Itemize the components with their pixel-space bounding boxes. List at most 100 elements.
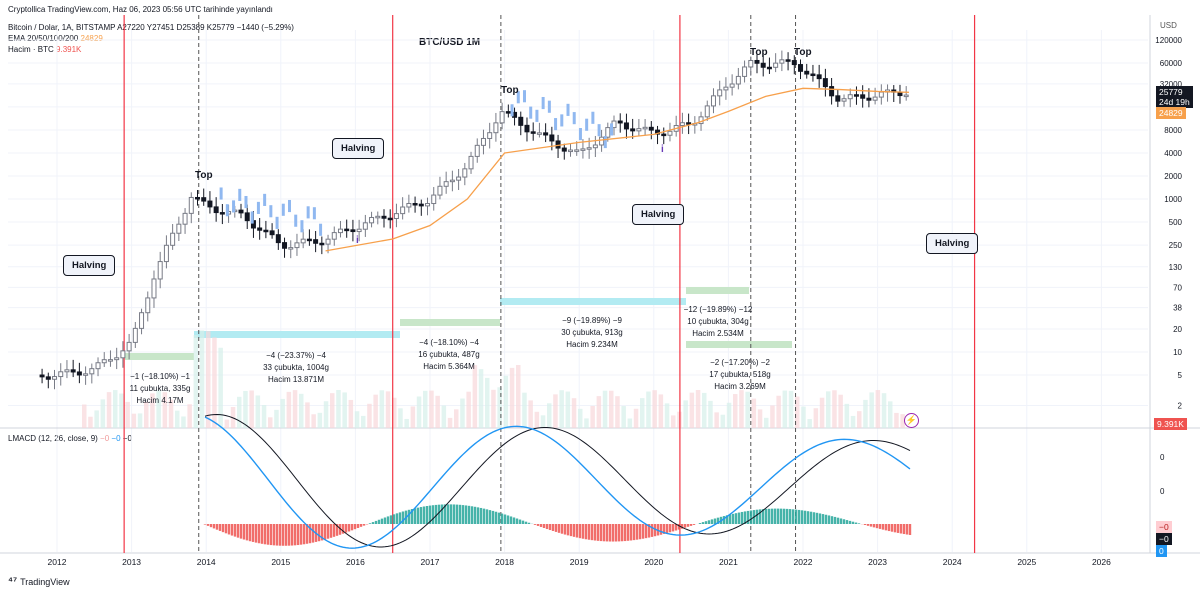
- volume-bar: [857, 411, 862, 428]
- macd-histogram-bar: [662, 524, 666, 534]
- macd-histogram-bar: [674, 524, 678, 531]
- projection-candle: [541, 96, 545, 110]
- macd-histogram-bar: [311, 524, 315, 543]
- volume-bar: [243, 390, 248, 428]
- top-label-2: Top: [501, 85, 519, 96]
- macd-badge-2: −0: [1156, 533, 1172, 545]
- candle: [356, 228, 362, 233]
- macd-histogram-bar: [896, 524, 900, 533]
- candle: [406, 203, 412, 208]
- volume-bar: [596, 396, 602, 428]
- candle: [524, 124, 530, 133]
- candle: [810, 73, 816, 77]
- lightning-icon[interactable]: ⚡: [904, 413, 919, 428]
- macd-badge-3: 0: [1156, 545, 1167, 557]
- range-stat-2: −4 (−23.37%) −4 33 çubukta, 1004g Hacim …: [263, 350, 329, 386]
- candle: [661, 133, 667, 137]
- range-stat-5-line3: Hacim 2.534M: [692, 329, 744, 338]
- volume-bar: [664, 403, 670, 428]
- candle: [449, 179, 455, 183]
- macd-histogram-bar: [269, 524, 273, 546]
- projection-candle: [238, 188, 242, 201]
- candle: [375, 215, 381, 219]
- currency-label: USD: [1160, 21, 1177, 30]
- volume-bar: [813, 408, 819, 428]
- macd-histogram-bar: [245, 524, 249, 541]
- candle: [369, 216, 375, 224]
- macd-histogram-bar: [701, 522, 705, 524]
- volume-bar: [832, 390, 837, 428]
- macd-histogram-bar: [230, 524, 234, 536]
- macd-histogram-bar: [599, 524, 603, 542]
- macd-histogram-bar: [431, 505, 435, 524]
- candle: [667, 130, 673, 136]
- volume-value: 9.391K: [56, 45, 82, 54]
- macd-histogram-bar: [575, 524, 579, 538]
- volume-bar: [156, 390, 161, 428]
- candle: [157, 261, 163, 280]
- volume-bar: [423, 390, 428, 428]
- y-axis: 1200006000032000160008000400020001000500…: [1155, 36, 1182, 496]
- macd-histogram-bar: [830, 516, 834, 524]
- projection-candle: [522, 90, 526, 103]
- macd-histogram-bar: [815, 512, 819, 524]
- range-stat-4-line1: −9 (−19.89%) −9: [562, 316, 622, 325]
- volume-bar: [764, 417, 769, 428]
- candle: [362, 222, 368, 230]
- logo-text: TradingView: [20, 576, 70, 587]
- volume-bar: [726, 402, 732, 428]
- projection-candle: [275, 216, 279, 229]
- candle: [89, 368, 95, 375]
- volume-bar: [361, 415, 366, 428]
- volume-bar: [106, 392, 112, 428]
- lmacd-value-2: −0: [111, 434, 121, 443]
- candle: [213, 206, 219, 214]
- macd-histogram-bar: [590, 524, 594, 541]
- macd-histogram-bar: [572, 524, 576, 537]
- macd-histogram-bar: [764, 508, 768, 524]
- macd-histogram-bar: [491, 510, 495, 524]
- candle: [642, 126, 648, 130]
- volume-bar: [342, 392, 347, 428]
- macd-histogram-bar: [479, 507, 483, 524]
- volume-bar: [869, 392, 874, 428]
- volume-bar: [354, 411, 360, 428]
- volume-bar: [547, 403, 552, 428]
- macd-histogram-bar: [374, 520, 378, 524]
- candle: [425, 203, 431, 207]
- projection-candle: [319, 223, 323, 236]
- candle: [518, 116, 524, 126]
- macd-histogram-bar: [827, 515, 831, 524]
- macd-histogram-bar: [824, 514, 828, 524]
- candle: [294, 242, 300, 249]
- top-label-4: Top: [794, 47, 812, 58]
- y-tick-label: 4000: [1164, 149, 1182, 158]
- macd-histogram-bar: [293, 524, 297, 546]
- macd-histogram-bar: [221, 524, 225, 533]
- volume-bar: [336, 390, 341, 428]
- candle: [462, 168, 468, 178]
- macd-histogram-bar: [878, 524, 882, 529]
- halving-callout-3: Halving: [632, 204, 685, 225]
- macd-histogram-bar: [524, 521, 528, 524]
- volume-bar: [88, 416, 93, 428]
- range-stat-5-line2: 10 çubukta, 304g: [687, 317, 749, 326]
- candle: [760, 62, 766, 68]
- candle: [393, 213, 399, 219]
- range-stat-2-line1: −4 (−23.37%) −4: [266, 351, 326, 360]
- ema-price-badge: 24829: [1156, 107, 1186, 119]
- bar-countdown: 24d 19h: [1159, 97, 1190, 107]
- macd-histogram-bar: [680, 524, 684, 529]
- volume-legend: Hacim · BTC 9.391K: [8, 45, 81, 54]
- projection-candle: [232, 200, 236, 213]
- volume-bar: [503, 375, 509, 428]
- macd-histogram-bar: [761, 509, 765, 524]
- volume-badge: 9.391K: [1154, 418, 1187, 430]
- macd-histogram-bar: [554, 524, 558, 532]
- volume-bars: [82, 330, 905, 428]
- projection-candle: [288, 199, 292, 213]
- candle: [64, 369, 70, 373]
- macd-histogram-bar: [587, 524, 591, 540]
- volume-bar: [317, 412, 323, 428]
